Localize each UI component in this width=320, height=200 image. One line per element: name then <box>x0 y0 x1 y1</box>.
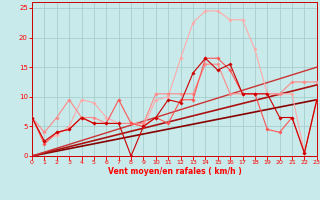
X-axis label: Vent moyen/en rafales ( km/h ): Vent moyen/en rafales ( km/h ) <box>108 167 241 176</box>
